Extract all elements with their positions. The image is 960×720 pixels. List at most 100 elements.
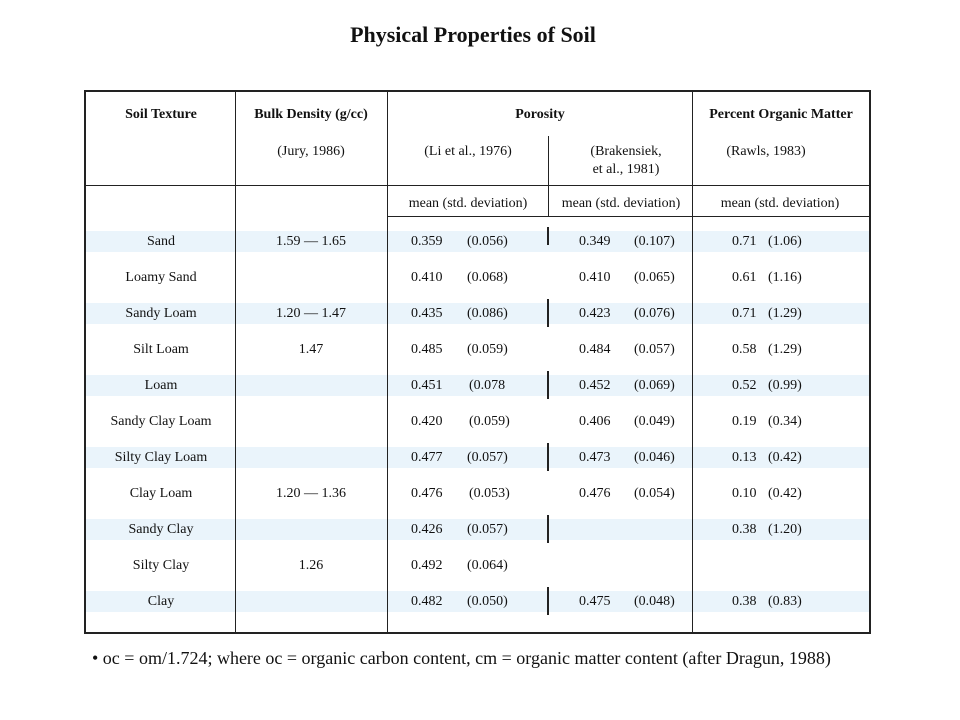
cell-porosity-li-sd: (0.064) xyxy=(467,558,508,573)
cell-porosity-li-sd: (0.053) xyxy=(469,486,510,501)
table-row: Loam 0.451 (0.078 0.452 (0.069) 0.52 (0.… xyxy=(86,375,869,411)
subheader-organic-matter: mean (std. deviation) xyxy=(720,196,840,211)
cell-texture: Loamy Sand xyxy=(125,270,197,285)
cell-porosity-li-sd: (0.057) xyxy=(467,450,508,465)
cell-porosity-li-mean: 0.476 xyxy=(411,486,443,501)
cell-porosity-brak-sd: (0.107) xyxy=(634,234,675,249)
porosity-divider xyxy=(548,136,549,216)
cell-porosity-brak-mean: 0.475 xyxy=(579,594,611,609)
cell-organic-sd: (1.20) xyxy=(768,522,802,537)
cell-porosity-brak-mean: 0.349 xyxy=(579,234,611,249)
divider-tick xyxy=(547,515,549,543)
row-stripe xyxy=(86,231,869,252)
cell-porosity-li-mean: 0.435 xyxy=(411,306,443,321)
cell-organic-mean: 0.61 xyxy=(732,270,757,285)
cell-texture: Clay xyxy=(147,594,175,609)
cell-porosity-li-sd: (0.056) xyxy=(467,234,508,249)
cell-texture: Silt Loam xyxy=(133,342,189,357)
cell-bulk-density: 1.47 xyxy=(298,342,324,357)
table-row: Silt Loam 1.47 0.485 (0.059) 0.484 (0.05… xyxy=(86,339,869,375)
cell-porosity-brak-sd: (0.069) xyxy=(634,378,675,393)
cell-texture: Loam xyxy=(144,378,178,393)
cell-organic-mean: 0.71 xyxy=(732,234,757,249)
subheader-porosity-brakensiek: mean (std. deviation) xyxy=(561,196,681,211)
cell-bulk-density: 1.20 — 1.47 xyxy=(276,306,346,321)
table-row: Sandy Loam 1.20 — 1.47 0.435 (0.086) 0.4… xyxy=(86,303,869,339)
cell-organic-sd: (0.99) xyxy=(768,378,802,393)
cell-bulk-density: 1.20 — 1.36 xyxy=(276,486,346,501)
divider-tick xyxy=(547,587,549,615)
cell-porosity-brak-mean: 0.484 xyxy=(579,342,611,357)
cell-bulk-density: 1.59 — 1.65 xyxy=(276,234,346,249)
porosity-source-brakensiek-line2: et al., 1981) xyxy=(592,162,660,177)
divider-tick xyxy=(547,227,549,245)
row-stripe xyxy=(86,447,869,468)
cell-porosity-brak-mean: 0.410 xyxy=(579,270,611,285)
cell-porosity-li-mean: 0.477 xyxy=(411,450,443,465)
table-row: Sandy Clay 0.426 (0.057) 0.38 (1.20) xyxy=(86,519,869,555)
table-row: Clay 0.482 (0.050) 0.475 (0.048) 0.38 (0… xyxy=(86,591,869,627)
footnote: • oc = om/1.724; where oc = organic carb… xyxy=(92,648,831,668)
cell-organic-mean: 0.58 xyxy=(732,342,757,357)
cell-organic-mean: 0.19 xyxy=(732,414,757,429)
cell-texture: Sandy Clay Loam xyxy=(110,414,212,429)
cell-porosity-brak-mean: 0.423 xyxy=(579,306,611,321)
porosity-source-li: (Li et al., 1976) xyxy=(424,144,512,159)
porosity-source-brakensiek-line1: (Brakensiek, xyxy=(590,144,662,159)
cell-organic-sd: (0.34) xyxy=(768,414,802,429)
cell-porosity-li-sd: (0.068) xyxy=(467,270,508,285)
page-title: Physical Properties of Soil xyxy=(350,22,596,47)
cell-porosity-li-sd: (0.057) xyxy=(467,522,508,537)
subheader-divider xyxy=(387,216,869,217)
cell-organic-mean: 0.38 xyxy=(732,594,757,609)
row-stripe xyxy=(86,591,869,612)
organic-matter-source: (Rawls, 1983) xyxy=(726,144,806,159)
column-divider xyxy=(235,92,236,632)
cell-texture: Silty Clay xyxy=(132,558,190,573)
subheader-porosity-li: mean (std. deviation) xyxy=(408,196,528,211)
cell-porosity-li-sd: (0.059) xyxy=(469,414,510,429)
cell-porosity-brak-sd: (0.065) xyxy=(634,270,675,285)
cell-porosity-li-mean: 0.492 xyxy=(411,558,443,573)
cell-porosity-li-mean: 0.420 xyxy=(411,414,443,429)
table-row: Clay Loam 1.20 — 1.36 0.476 (0.053) 0.47… xyxy=(86,483,869,519)
cell-organic-mean: 0.38 xyxy=(732,522,757,537)
cell-organic-sd: (0.42) xyxy=(768,486,802,501)
row-stripe xyxy=(86,375,869,396)
cell-organic-mean: 0.10 xyxy=(732,486,757,501)
table-row: Sandy Clay Loam 0.420 (0.059) 0.406 (0.0… xyxy=(86,411,869,447)
cell-porosity-brak-mean: 0.452 xyxy=(579,378,611,393)
cell-porosity-brak-mean: 0.476 xyxy=(579,486,611,501)
cell-porosity-brak-sd: (0.046) xyxy=(634,450,675,465)
cell-organic-sd: (1.29) xyxy=(768,342,802,357)
cell-porosity-brak-sd: (0.054) xyxy=(634,486,675,501)
cell-organic-sd: (1.16) xyxy=(768,270,802,285)
cell-organic-sd: (1.29) xyxy=(768,306,802,321)
cell-organic-mean: 0.52 xyxy=(732,378,757,393)
cell-porosity-brak-sd: (0.057) xyxy=(634,342,675,357)
cell-porosity-li-mean: 0.482 xyxy=(411,594,443,609)
cell-bulk-density: 1.26 xyxy=(298,558,324,573)
header-bulk-density: Bulk Density (g/cc) xyxy=(254,107,368,122)
cell-organic-mean: 0.13 xyxy=(732,450,757,465)
cell-porosity-li-mean: 0.426 xyxy=(411,522,443,537)
column-divider xyxy=(387,92,388,632)
cell-porosity-li-sd: (0.078 xyxy=(469,378,506,393)
cell-organic-sd: (1.06) xyxy=(768,234,802,249)
soil-properties-table: Soil Texture Bulk Density (g/cc) (Jury, … xyxy=(84,90,871,634)
cell-texture: Sand xyxy=(147,234,175,249)
table-row: Sand 1.59 — 1.65 0.359 (0.056) 0.349 (0.… xyxy=(86,231,869,267)
header-organic-matter: Percent Organic Matter xyxy=(709,107,853,122)
table-row: Silty Clay 1.26 0.492 (0.064) xyxy=(86,555,869,591)
cell-porosity-li-mean: 0.359 xyxy=(411,234,443,249)
header-soil-texture: Soil Texture xyxy=(125,107,197,122)
header-divider xyxy=(86,185,869,186)
cell-organic-sd: (0.42) xyxy=(768,450,802,465)
cell-organic-sd: (0.83) xyxy=(768,594,802,609)
cell-porosity-li-mean: 0.485 xyxy=(411,342,443,357)
cell-texture: Silty Clay Loam xyxy=(114,450,208,465)
cell-organic-mean: 0.71 xyxy=(732,306,757,321)
cell-texture: Clay Loam xyxy=(129,486,193,501)
row-stripe xyxy=(86,303,869,324)
cell-porosity-brak-sd: (0.048) xyxy=(634,594,675,609)
